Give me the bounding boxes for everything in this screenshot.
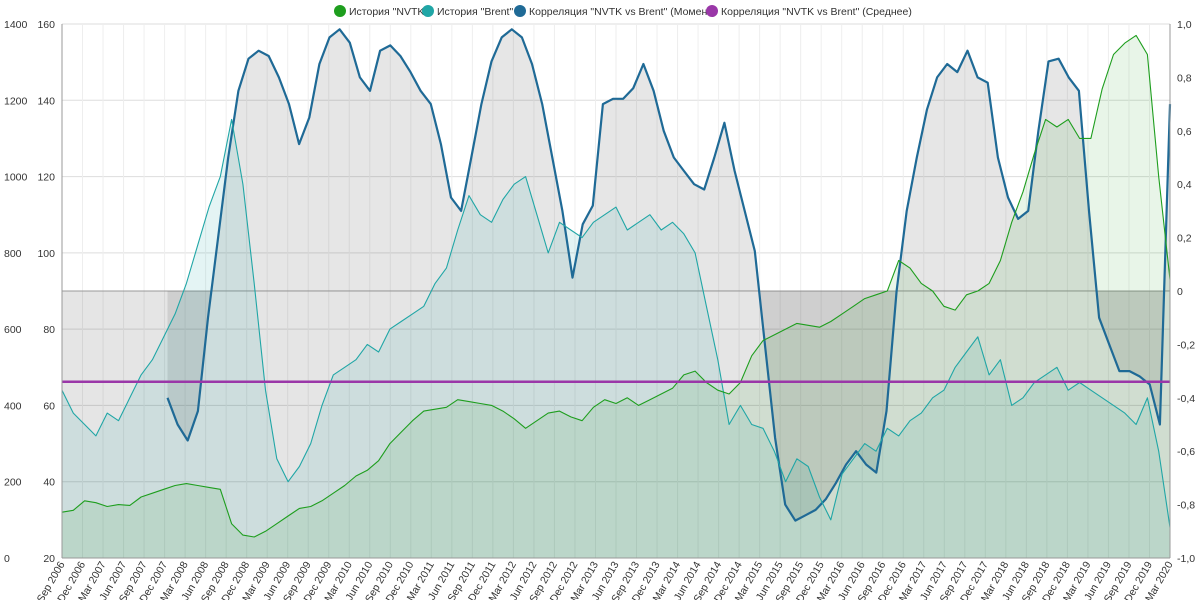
tick-label-correlation: -0,6 <box>1177 446 1195 458</box>
legend-marker <box>334 5 346 17</box>
y-axis-nvtk: 0 200 400 600 800 1000 1200 1400 <box>4 19 63 565</box>
series-area-2 <box>167 29 1170 521</box>
tick-label-nvtk: 400 <box>4 400 22 412</box>
legend-marker <box>514 5 526 17</box>
tick-label-correlation: 0,2 <box>1177 233 1192 245</box>
tick-label-brent: 120 <box>37 172 55 184</box>
tick-label-nvtk: 600 <box>4 324 22 336</box>
tick-label-correlation: -1,0 <box>1177 553 1195 565</box>
series-line-brent <box>61 118 1171 528</box>
tick-label-correlation: 0,4 <box>1177 179 1192 191</box>
tick-label-brent: 40 <box>43 477 55 489</box>
legend-entry: Корреляция "NVTK vs Brent" (Момент) <box>514 5 716 18</box>
line-layer <box>61 28 1172 538</box>
tick-label-brent: 20 <box>43 553 55 565</box>
tick-label-brent: 100 <box>37 248 55 260</box>
legend-label: Корреляция "NVTK vs Brent" (Среднее) <box>721 6 912 18</box>
tick-label-correlation: -0,2 <box>1177 339 1195 351</box>
tick-label-nvtk: 1000 <box>4 172 28 184</box>
legend-marker <box>706 5 718 17</box>
tick-label-nvtk: 800 <box>4 248 22 260</box>
legend-label: История "NVTK" <box>349 6 428 18</box>
tick-label-nvtk: 1400 <box>4 19 28 31</box>
legend-marker <box>422 5 434 17</box>
y-axis-correlation: -1,0 -0,8 -0,6 -0,4 -0,2 0 0,2 0,4 0,6 0,8 1,0 <box>1169 19 1195 565</box>
tick-label-nvtk: 0 <box>4 553 10 565</box>
legend-entry: История "Brent" <box>422 5 513 18</box>
tick-label-correlation: 0 <box>1177 286 1183 298</box>
tick-label-correlation: -0,8 <box>1177 500 1195 512</box>
tick-label-brent: 80 <box>43 324 55 336</box>
tick-label-brent: 140 <box>37 95 55 107</box>
tick-label-nvtk: 1200 <box>4 95 28 107</box>
series-area-1 <box>62 119 1170 559</box>
tick-label-correlation: 0,8 <box>1177 72 1192 84</box>
legend-label: Корреляция "NVTK vs Brent" (Момент) <box>529 6 716 18</box>
tick-label-nvtk: 200 <box>4 477 22 489</box>
area-layer <box>62 29 1170 559</box>
tick-label-correlation: 1,0 <box>1177 19 1192 31</box>
series-area-0 <box>62 35 1170 558</box>
y-axis-brent: 20 40 60 80 100 120 140 160 <box>37 19 55 565</box>
series-line-nvtk <box>61 34 1171 538</box>
correlation-negative-band <box>62 291 1170 558</box>
tick-label-brent: 160 <box>37 19 55 31</box>
legend-entry: История "NVTK" <box>334 5 428 18</box>
legend-entry: Корреляция "NVTK vs Brent" (Среднее) <box>706 5 912 18</box>
tick-label-correlation: 0,6 <box>1177 126 1192 138</box>
legend: История "NVTK" История "Brent" Корреляция … <box>334 5 912 18</box>
legend-label: История "Brent" <box>437 6 513 18</box>
tick-label-brent: 60 <box>43 400 55 412</box>
series-line-correlation-moment <box>166 28 1172 522</box>
tick-label-correlation: -0,4 <box>1177 393 1195 405</box>
band-layer <box>62 290 1170 558</box>
